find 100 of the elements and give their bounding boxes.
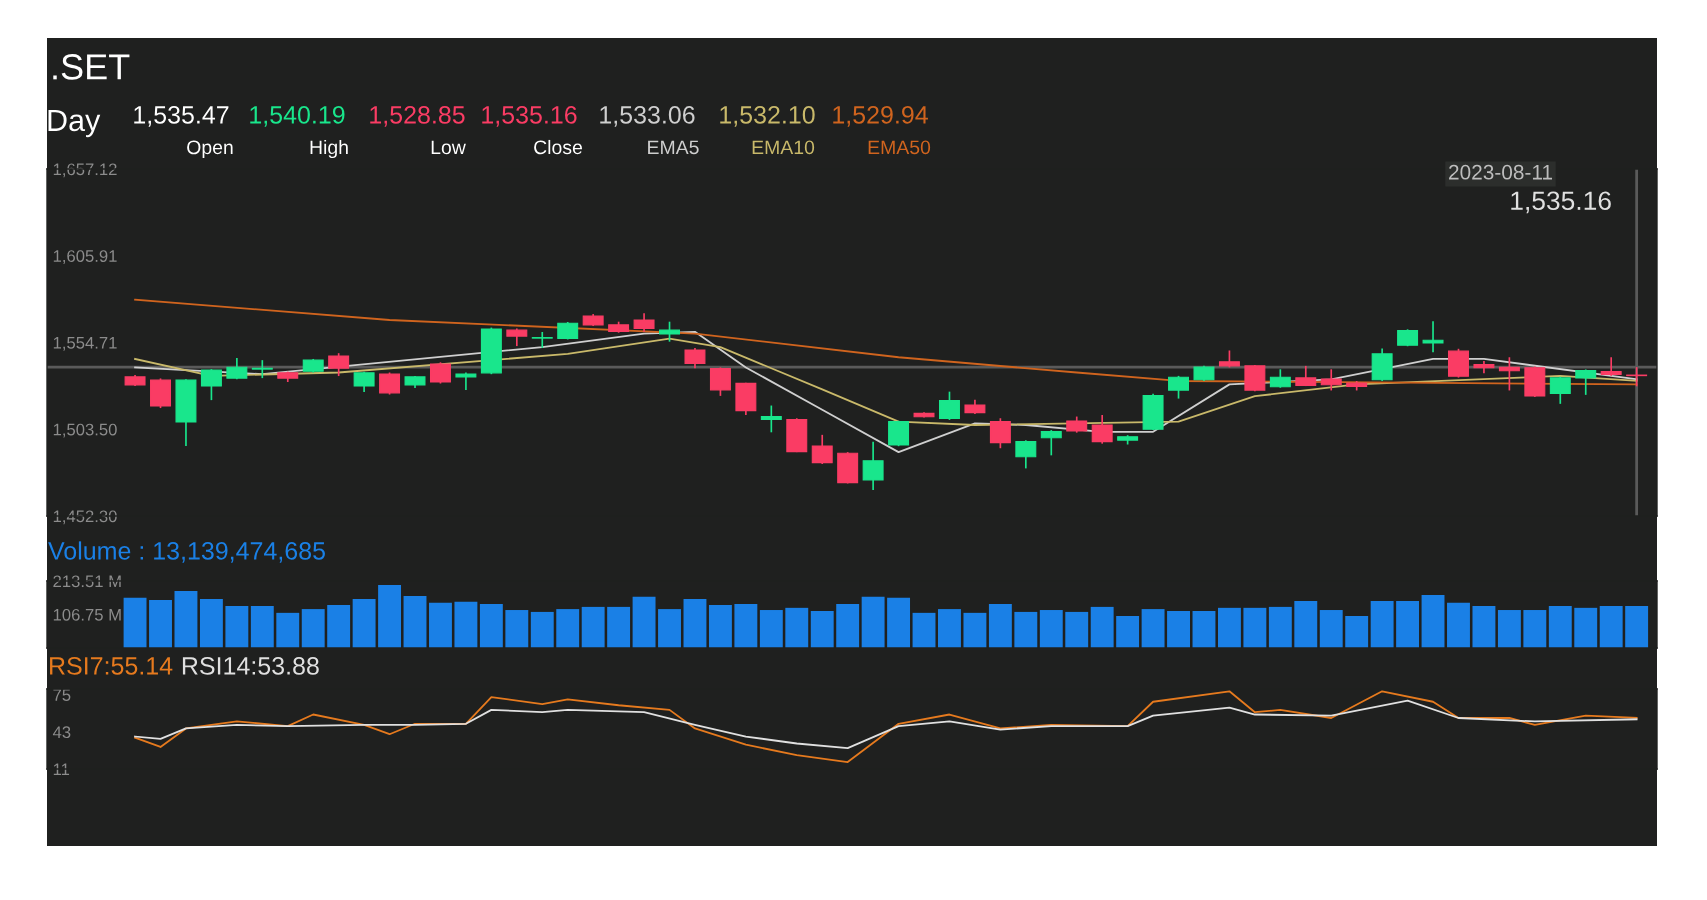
candlestick <box>862 440 884 491</box>
candlestick <box>1320 368 1342 392</box>
line-series <box>134 699 1638 750</box>
bar <box>1497 610 1521 648</box>
bar <box>1294 600 1318 648</box>
bar <box>250 605 274 648</box>
bar <box>810 610 834 648</box>
bar <box>683 599 707 648</box>
y-tick-label: 106.75 M <box>53 608 121 621</box>
bar <box>276 612 300 648</box>
bar <box>479 604 503 648</box>
y-tick-label: 1,503.50 <box>53 423 117 438</box>
bar <box>1065 611 1089 648</box>
candlestick <box>709 366 731 397</box>
bar <box>1421 594 1445 648</box>
annotation: 1,535.16 <box>1511 191 1611 214</box>
bar <box>1625 605 1649 648</box>
candlestick <box>1626 366 1648 388</box>
text: 1,540.19 <box>250 106 345 127</box>
bar <box>988 604 1012 648</box>
text: EMA50 <box>868 140 931 155</box>
line-series <box>134 330 1638 454</box>
candlestick <box>684 347 706 370</box>
candlestick <box>659 320 681 343</box>
bar <box>1090 606 1114 648</box>
text: 1,529.94 <box>833 106 928 127</box>
bar <box>429 602 452 648</box>
candlestick <box>1498 356 1520 392</box>
text: EMA5 <box>648 140 699 155</box>
bar <box>861 596 885 648</box>
bar <box>632 596 656 648</box>
candlestick <box>328 352 350 377</box>
bar <box>149 599 172 648</box>
bar <box>607 606 631 648</box>
bar <box>225 605 249 648</box>
bar <box>734 604 758 648</box>
bar <box>454 601 478 648</box>
bar <box>1396 600 1420 648</box>
candlestick <box>938 390 960 421</box>
text: RSI14:53.88 <box>182 657 319 675</box>
candlestick <box>633 312 655 333</box>
bar <box>1116 615 1140 648</box>
bar <box>505 610 529 648</box>
bar <box>199 599 223 648</box>
text: 1,528.85 <box>370 106 465 127</box>
bar <box>1472 605 1496 648</box>
text: EMA10 <box>752 140 815 155</box>
bar <box>658 609 681 648</box>
chart-subtitle: Day <box>48 109 101 138</box>
candlestick <box>1600 356 1622 377</box>
bar <box>1039 610 1063 648</box>
text: 1,535.16 <box>482 106 577 127</box>
text: 1,532.10 <box>720 106 815 127</box>
candlestick <box>1575 368 1597 396</box>
candlestick <box>1422 320 1444 354</box>
bar <box>327 605 351 648</box>
y-tick-label: 75 <box>53 689 71 701</box>
bar <box>1599 605 1623 648</box>
candlestick <box>200 368 222 401</box>
text: RSI7:55.14 <box>50 657 173 675</box>
text: 1,535.47 <box>134 106 229 127</box>
candlestick <box>811 434 833 465</box>
bar <box>1014 611 1038 648</box>
bar <box>1268 606 1292 648</box>
bar <box>403 595 427 648</box>
candlestick <box>1015 439 1037 470</box>
bar <box>1167 610 1190 648</box>
chart-title: .SET <box>53 54 130 80</box>
line-series <box>134 337 1638 426</box>
bar <box>1141 609 1165 648</box>
bar <box>1345 615 1369 648</box>
bar <box>174 590 198 648</box>
bar <box>912 612 936 648</box>
bar <box>1319 610 1343 648</box>
bar <box>708 605 732 648</box>
text: High <box>310 139 348 159</box>
candlestick <box>1091 414 1113 445</box>
bar <box>1217 607 1241 648</box>
bar <box>352 599 376 648</box>
y-tick-label: 1,554.71 <box>53 337 117 351</box>
candlestick <box>429 361 451 385</box>
bar <box>1370 600 1394 648</box>
chart-title: Volume : 13,139,474,685 <box>48 541 325 563</box>
bar <box>836 604 860 648</box>
annotation: 2023-08-11 <box>1449 164 1553 180</box>
text: 1,533.06 <box>600 106 695 127</box>
bar <box>1523 610 1547 648</box>
bar <box>581 606 605 648</box>
bar <box>1447 602 1470 648</box>
y-tick-label: 43 <box>52 726 71 739</box>
candlestick <box>1168 375 1190 400</box>
bar <box>1574 607 1598 648</box>
bar <box>1243 607 1267 648</box>
bar <box>1192 610 1216 648</box>
y-tick-label: 1,452.30 <box>53 510 117 525</box>
text: Open <box>187 140 233 159</box>
bar <box>759 610 783 648</box>
bar <box>301 609 325 648</box>
bar <box>785 607 809 648</box>
bar <box>887 597 911 648</box>
